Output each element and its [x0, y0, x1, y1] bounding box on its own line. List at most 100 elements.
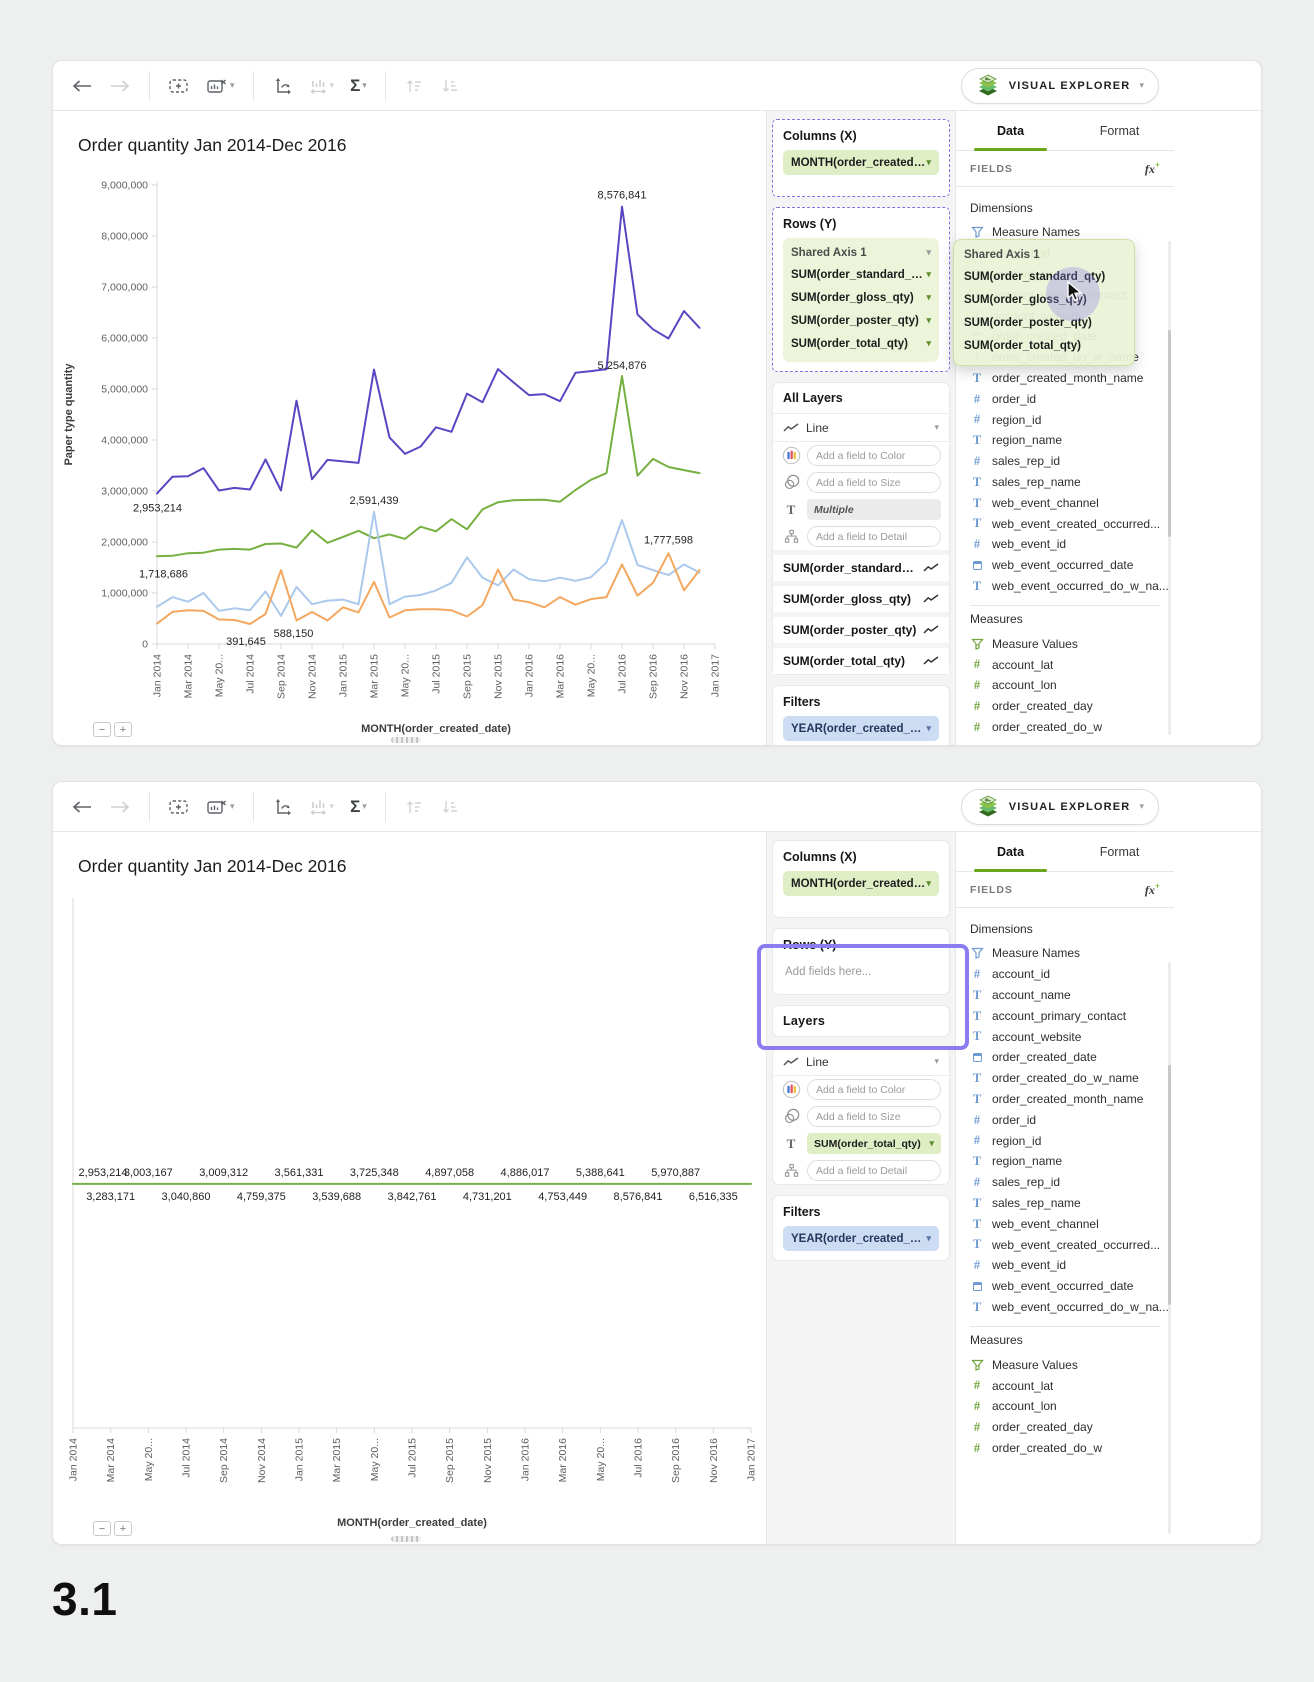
- shared-axis-field-pill[interactable]: SUM(order_standard_qty): [791, 263, 931, 286]
- dimension-field-item[interactable]: Measure Names: [970, 943, 1174, 964]
- measure-field-item[interactable]: # order_created_day: [970, 1417, 1174, 1438]
- shared-axis-field-pill[interactable]: SUM(order_total_qty): [791, 332, 931, 355]
- dimension-field-item[interactable]: # sales_rep_id: [970, 451, 1174, 472]
- tab-data[interactable]: Data: [956, 832, 1065, 872]
- filter-field-pill[interactable]: YEAR(order_created_date): [783, 716, 939, 741]
- size-field-input[interactable]: Add a field to Size: [807, 472, 941, 493]
- dimension-field-item[interactable]: T region_name: [970, 430, 1174, 451]
- horizontal-scroll-handle[interactable]: [391, 737, 421, 743]
- forward-button[interactable]: [103, 74, 137, 98]
- dimension-field-item[interactable]: T account_website: [970, 1026, 1174, 1047]
- dimension-field-item[interactable]: # web_event_id: [970, 1255, 1174, 1276]
- measure-field-item[interactable]: # order_created_do_w: [970, 717, 1174, 738]
- columns-field-pill[interactable]: MONTH(order_created_d...: [783, 871, 939, 896]
- zoom-out-button[interactable]: −: [93, 1521, 111, 1536]
- rows-shelf[interactable]: Rows (Y) Add fields here...: [772, 928, 950, 995]
- filter-field-pill[interactable]: YEAR(order_created_date): [783, 1226, 939, 1251]
- measure-field-item[interactable]: # order_created_do_w: [970, 1438, 1174, 1459]
- rows-drop-target[interactable]: Add fields here...: [783, 959, 939, 985]
- dimension-field-item[interactable]: T sales_rep_name: [970, 472, 1174, 493]
- measure-field-item[interactable]: # account_lon: [970, 1396, 1174, 1417]
- dimension-field-item[interactable]: order_created_date: [970, 1047, 1174, 1068]
- measure-field-item[interactable]: # account_lat: [970, 654, 1174, 675]
- size-field-input[interactable]: Add a field to Size: [807, 1106, 941, 1127]
- dimension-field-item[interactable]: Measure Names: [970, 222, 1174, 243]
- dimension-field-item[interactable]: # order_id: [970, 1109, 1174, 1130]
- measure-field-item[interactable]: # account_lon: [970, 675, 1174, 696]
- layer-row[interactable]: SUM(order_standard_q...: [773, 550, 949, 581]
- visual-explorer-menu-button[interactable]: VISUAL EXPLORER: [960, 67, 1159, 104]
- forward-button[interactable]: [103, 795, 137, 819]
- dimension-field-item[interactable]: T sales_rep_name: [970, 1193, 1174, 1214]
- dimension-field-item[interactable]: T web_event_channel: [970, 1213, 1174, 1234]
- add-calculated-field-button[interactable]: fx+: [1144, 160, 1160, 176]
- dimension-field-item[interactable]: T web_event_created_occurred...: [970, 513, 1174, 534]
- dimension-field-item[interactable]: # region_id: [970, 1130, 1174, 1151]
- dimension-field-item[interactable]: T web_event_channel: [970, 492, 1174, 513]
- swap-axes-button[interactable]: [266, 793, 298, 821]
- remove-visual-button[interactable]: [200, 72, 241, 100]
- dimension-field-item[interactable]: T order_created_month_name: [970, 1089, 1174, 1110]
- columns-shelf[interactable]: Columns (X) MONTH(order_created_d...: [772, 119, 950, 197]
- measure-field-item[interactable]: Measure Values: [970, 633, 1174, 654]
- columns-field-pill[interactable]: MONTH(order_created_d...: [783, 150, 939, 175]
- dimension-field-item[interactable]: # sales_rep_id: [970, 1172, 1174, 1193]
- zoom-in-button[interactable]: +: [114, 1521, 132, 1536]
- text-field-pill[interactable]: Multiple: [807, 499, 941, 520]
- dimension-field-item[interactable]: # order_id: [970, 388, 1174, 409]
- back-button[interactable]: [65, 74, 99, 98]
- sidebar-scrollbar[interactable]: [1168, 962, 1171, 1534]
- measure-field-item[interactable]: Measure Values: [970, 1354, 1174, 1375]
- filters-shelf[interactable]: Filters YEAR(order_created_date): [772, 685, 950, 745]
- remove-visual-button[interactable]: [200, 793, 241, 821]
- add-visual-button[interactable]: [162, 793, 196, 821]
- dimension-field-item[interactable]: # web_event_id: [970, 534, 1174, 555]
- dimension-field-item[interactable]: T web_event_created_occurred...: [970, 1234, 1174, 1255]
- horizontal-scroll-handle[interactable]: [391, 1536, 421, 1542]
- dimension-field-item[interactable]: T web_event_occurred_do_w_na...: [970, 1297, 1174, 1318]
- dimension-field-item[interactable]: T web_event_occurred_do_w_na...: [970, 576, 1174, 597]
- dimension-field-item[interactable]: web_event_occurred_date: [970, 555, 1174, 576]
- zoom-in-button[interactable]: +: [114, 722, 132, 737]
- dimension-field-item[interactable]: T order_created_do_w_name: [970, 1068, 1174, 1089]
- layer-row[interactable]: SUM(order_gloss_qty): [773, 581, 949, 612]
- layer-row[interactable]: SUM(order_total_qty): [773, 643, 949, 674]
- aggregation-button[interactable]: Σ: [344, 72, 373, 99]
- text-field-pill[interactable]: SUM(order_total_qty): [807, 1133, 941, 1154]
- detail-field-input[interactable]: Add a field to Detail: [807, 1160, 941, 1181]
- detail-field-input[interactable]: Add a field to Detail: [807, 526, 941, 547]
- shared-axis-group[interactable]: Shared Axis 1 SUM(order_standard_qty) SU…: [783, 238, 939, 362]
- rows-shelf[interactable]: Rows (Y) Shared Axis 1 SUM(order_standar…: [772, 207, 950, 372]
- columns-shelf[interactable]: Columns (X) MONTH(order_created_d...: [772, 840, 950, 918]
- mark-type-select[interactable]: Line: [773, 1048, 949, 1076]
- dragged-shared-axis-group[interactable]: Shared Axis 1 SUM(order_standard_qty) SUM…: [953, 239, 1135, 366]
- mark-type-select[interactable]: Line: [773, 414, 949, 442]
- sidebar-scrollbar[interactable]: [1168, 241, 1171, 735]
- dimension-field-item[interactable]: T account_name: [970, 985, 1174, 1006]
- color-field-input[interactable]: Add a field to Color: [807, 445, 941, 466]
- measure-field-item[interactable]: # order_created_day: [970, 696, 1174, 717]
- color-field-input[interactable]: Add a field to Color: [807, 1079, 941, 1100]
- tab-format[interactable]: Format: [1099, 844, 1140, 859]
- resize-bars-button[interactable]: [302, 793, 341, 821]
- add-visual-button[interactable]: [162, 72, 196, 100]
- dimension-field-item[interactable]: # region_id: [970, 409, 1174, 430]
- add-calculated-field-button[interactable]: fx+: [1144, 881, 1160, 897]
- dimension-field-item[interactable]: T order_created_month_name: [970, 368, 1174, 389]
- sort-descending-button[interactable]: [434, 73, 466, 99]
- shared-axis-header[interactable]: Shared Axis 1: [791, 242, 931, 263]
- shared-axis-field-pill[interactable]: SUM(order_gloss_qty): [791, 286, 931, 309]
- aggregation-button[interactable]: Σ: [344, 793, 373, 820]
- dimension-field-item[interactable]: # account_id: [970, 964, 1174, 985]
- swap-axes-button[interactable]: [266, 72, 298, 100]
- tab-format[interactable]: Format: [1099, 123, 1140, 138]
- resize-bars-button[interactable]: [302, 72, 341, 100]
- back-button[interactable]: [65, 795, 99, 819]
- filters-shelf[interactable]: Filters YEAR(order_created_date): [772, 1195, 950, 1261]
- zoom-out-button[interactable]: −: [93, 722, 111, 737]
- dimension-field-item[interactable]: T account_primary_contact: [970, 1005, 1174, 1026]
- tab-data[interactable]: Data: [956, 111, 1065, 151]
- dimension-field-item[interactable]: web_event_occurred_date: [970, 1276, 1174, 1297]
- sort-ascending-button[interactable]: [398, 73, 430, 99]
- visual-explorer-menu-button[interactable]: VISUAL EXPLORER: [960, 788, 1159, 825]
